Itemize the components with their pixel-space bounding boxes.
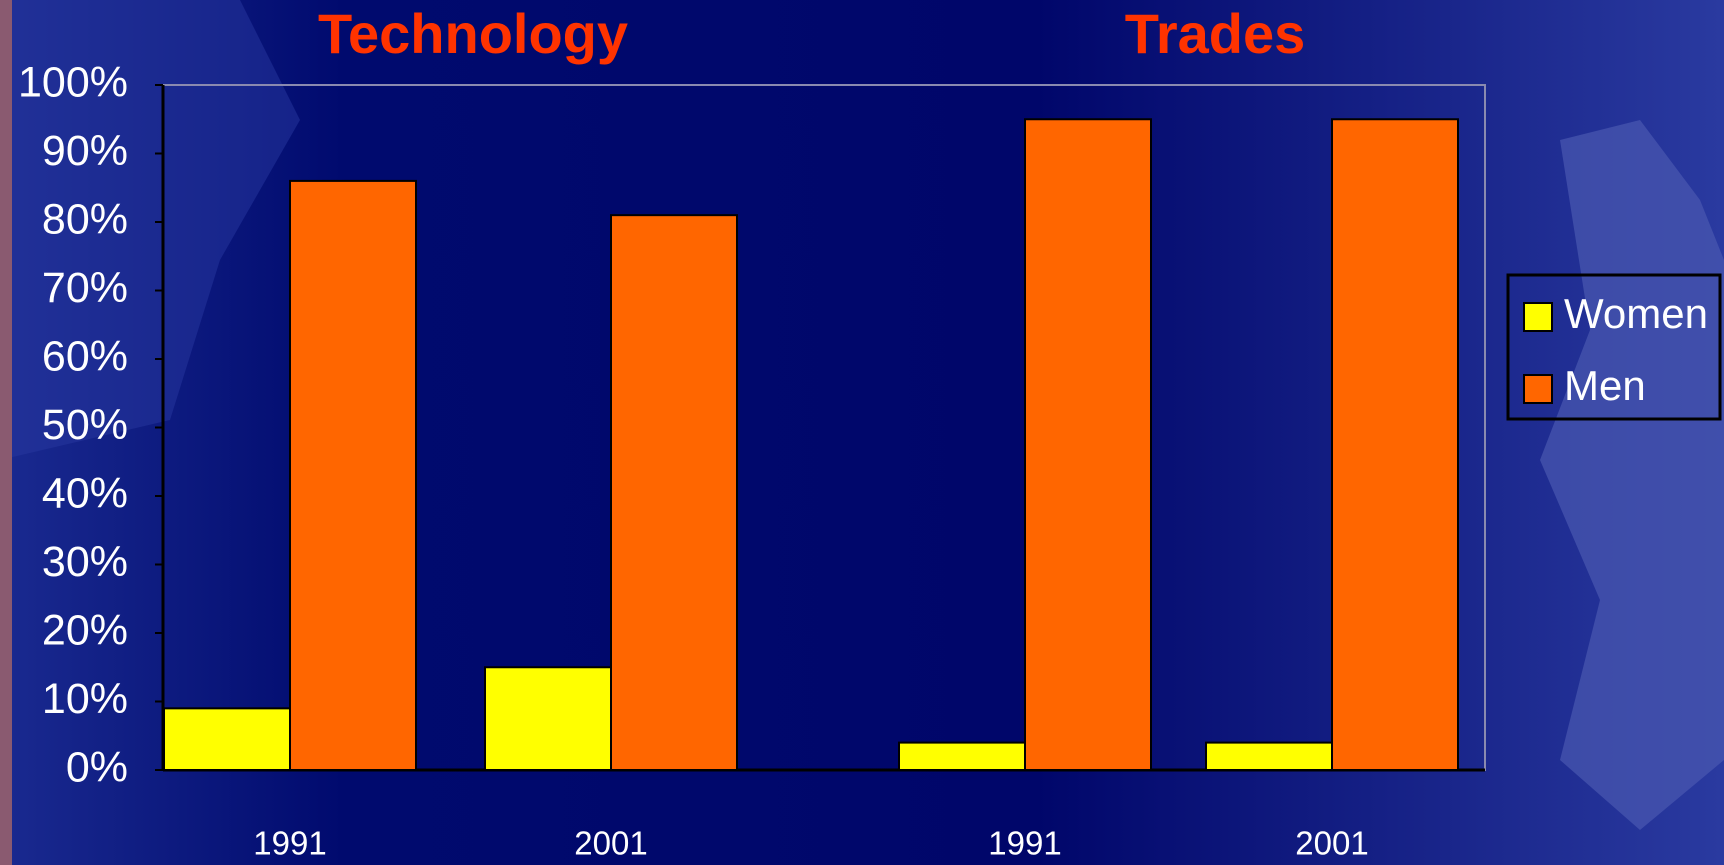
bar — [289, 179, 417, 771]
y-tick-label: 20% — [42, 606, 128, 654]
y-tick-label: 70% — [42, 264, 128, 312]
bar — [1205, 741, 1333, 771]
y-tick-label: 30% — [42, 538, 128, 586]
bar — [1331, 118, 1459, 771]
group-title: Technology — [318, 2, 628, 65]
gear-decoration — [1540, 120, 1724, 830]
bar — [898, 741, 1026, 771]
group-title: Trades — [1125, 2, 1306, 65]
y-tick-label: 50% — [42, 401, 128, 449]
legend-swatch — [1523, 302, 1553, 332]
y-tick-label: 10% — [42, 675, 128, 723]
bar — [610, 214, 738, 771]
x-tick-label: 2001 — [574, 825, 647, 862]
y-tick-label: 60% — [42, 332, 128, 380]
bar — [1024, 118, 1152, 771]
legend-label: Men — [1564, 362, 1646, 409]
legend-label: Women — [1564, 290, 1708, 337]
y-tick-label: 40% — [42, 469, 128, 517]
y-tick-label: 90% — [42, 127, 128, 175]
y-tick-label: 0% — [66, 743, 128, 791]
edge-texture — [0, 0, 12, 865]
legend-box — [1506, 273, 1722, 421]
x-tick-label: 1991 — [253, 825, 326, 862]
bar — [484, 666, 612, 771]
x-tick-label: 2001 — [1295, 825, 1368, 862]
bar — [163, 707, 291, 771]
gear-decoration — [0, 0, 300, 460]
x-tick-label: 1991 — [988, 825, 1061, 862]
y-tick-label: 80% — [42, 195, 128, 243]
y-tick-label: 100% — [18, 58, 128, 106]
legend-swatch — [1523, 374, 1553, 404]
